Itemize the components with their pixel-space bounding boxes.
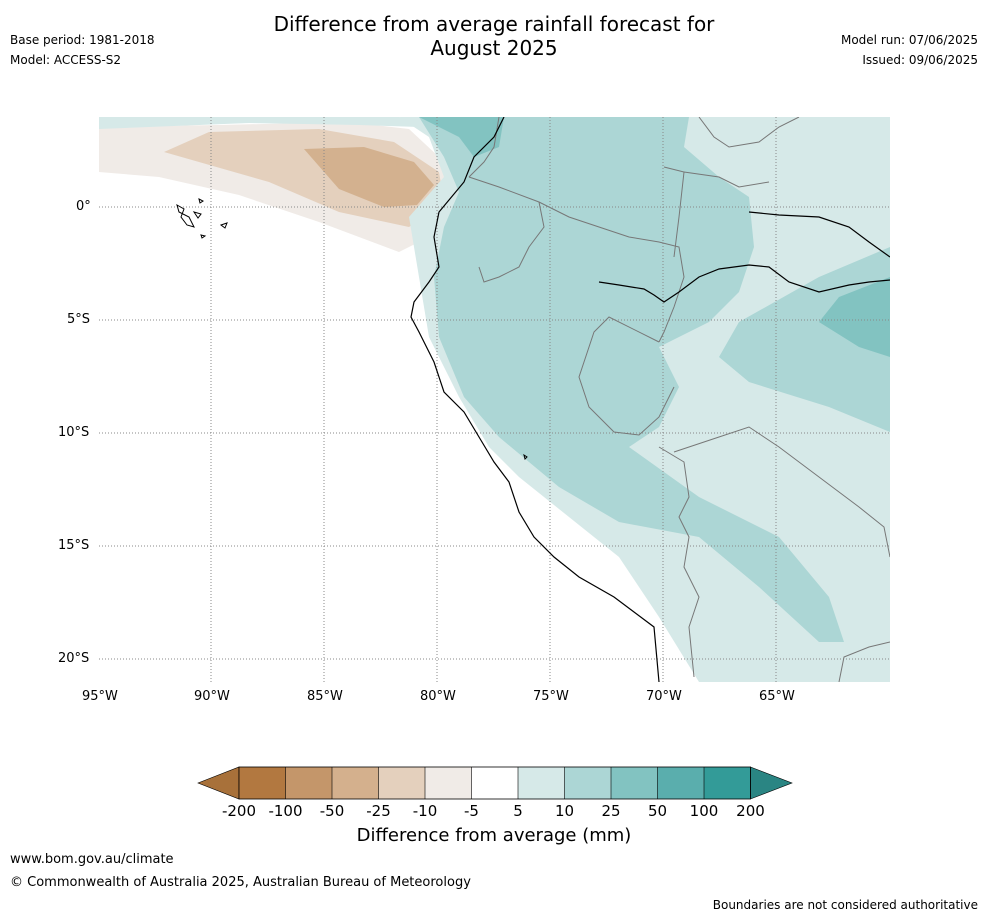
colorbar-swatch [239,767,286,799]
colorbar-swatch [378,767,425,799]
base-period: Base period: 1981-2018 [10,33,155,47]
lon-label-80w: 80°W [420,689,456,704]
colorbar-swatch [332,767,379,799]
lat-label-20s: 20°S [58,651,90,666]
wet-faint-strip [99,117,419,129]
colorbar-swatch [425,767,472,799]
lat-label-15s: 15°S [58,538,90,553]
lon-label-95w: 95°W [82,689,118,704]
coastlines [410,117,890,682]
lon-label-90w: 90°W [194,689,230,704]
colorbar-tick: 200 [736,802,765,820]
title-line-1: Difference from average rainfall forecas… [273,12,715,36]
lon-label-85w: 85°W [307,689,343,704]
meta-left: Base period: 1981-2018 Model: ACCESS-S2 [10,30,155,70]
lat-label-5s: 5°S [67,312,91,327]
colorbar-tick: -10 [412,802,438,820]
colorbar-swatch [611,767,658,799]
gridlines [99,117,890,682]
colorbar-tick: -5 [464,802,479,820]
colorbar-swatch [471,767,518,799]
colorbar-swatch [518,767,565,799]
rainfall-map [99,117,890,682]
colorbar-tick: -50 [319,802,345,820]
colorbar-outline [238,766,751,800]
model-run: Model run: 07/06/2025 [840,33,978,47]
colorbar-swatch [657,767,704,799]
page-title: Difference from average rainfall forecas… [0,12,988,60]
colorbar-low-arrow [197,766,240,800]
colorbar-swatch [704,767,751,799]
colorbar-high-arrow [750,766,793,800]
colorbar-swatch [285,767,332,799]
colorbar-tick: 10 [554,802,575,820]
lat-label-10s: 10°S [58,425,90,440]
wet-mid-east [819,277,890,357]
colorbar-tick: -200 [221,802,257,820]
wet-light-region [419,117,844,642]
footer-url: www.bom.gov.au/climate [10,852,174,867]
colorbar [197,766,793,800]
lon-label-65w: 65°W [759,689,795,704]
colorbar-tick: 25 [601,802,621,820]
wet-mid-region [419,117,504,157]
lon-label-70w: 70°W [646,689,682,704]
lat-label-0: 0° [76,199,91,214]
colorbar-title: Difference from average (mm) [356,825,632,846]
colorbar-tick: -100 [268,802,303,820]
lon-label-75w: 75°W [533,689,569,704]
colorbar-tick: -25 [366,802,391,820]
colorbar-swatch [564,767,611,799]
colorbar-tick: 100 [689,802,719,820]
footer-copyright: © Commonwealth of Australia 2025, Austra… [10,875,471,890]
colorbar-tick: 5 [513,802,523,820]
footer-note: Boundaries are not considered authoritat… [712,898,978,912]
meta-right: Model run: 07/06/2025 Issued: 09/06/2025 [841,30,978,70]
issued-date: Issued: 09/06/2025 [862,53,978,67]
islands [176,198,528,460]
wet-light-east [719,247,890,432]
colorbar-dividers [285,767,705,799]
country-borders [468,117,890,682]
dry-mid-region [304,147,434,207]
model-name: Model: ACCESS-S2 [10,53,122,67]
title-line-2: August 2025 [430,36,558,60]
colorbar-tick: 50 [647,802,668,820]
